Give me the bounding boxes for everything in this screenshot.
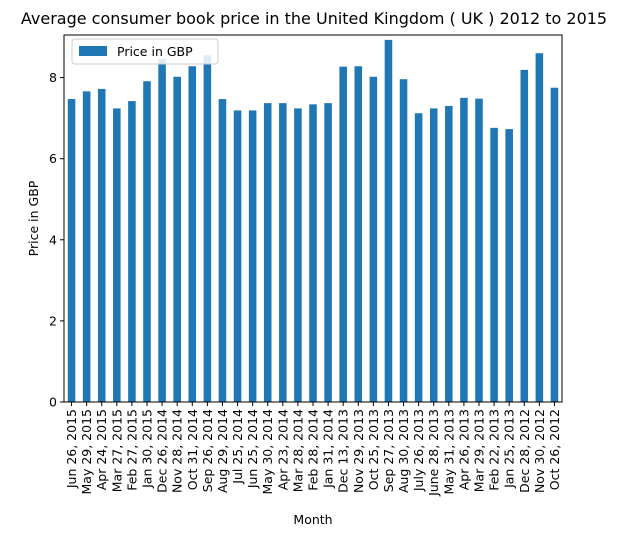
bar-22	[399, 79, 408, 402]
bar-24	[429, 108, 438, 403]
x-tick-label: Feb 27, 2015	[124, 409, 139, 491]
bar-7	[173, 76, 181, 403]
bar-31	[535, 53, 544, 402]
x-tick-label: Nov 29, 2013	[351, 409, 366, 493]
x-tick-label: Mar 28, 2014	[290, 409, 305, 492]
bar-10	[218, 99, 227, 402]
bar-27	[475, 98, 483, 403]
x-tick-label: Jan 31, 2014	[321, 409, 336, 489]
x-tick-label: Oct 31, 2014	[185, 409, 200, 490]
y-tick-label: 2	[49, 313, 57, 328]
x-axis-label: Month	[293, 512, 332, 527]
bar-17	[324, 103, 332, 402]
x-tick-label: June 28, 2013	[426, 409, 441, 497]
bar-32	[550, 87, 559, 402]
bar-30	[520, 69, 529, 402]
y-axis-ticks: 0 2 4 6 8	[49, 70, 64, 410]
bar-14	[279, 103, 287, 402]
bar-25	[445, 105, 453, 402]
bar-9	[203, 55, 212, 402]
bar-20	[369, 76, 378, 403]
bars-group	[67, 39, 559, 403]
x-tick-label: July 26, 2013	[411, 409, 426, 492]
y-axis-label: Price in GBP	[26, 180, 41, 256]
x-tick-label: Feb 28, 2014	[306, 409, 321, 491]
bar-13	[263, 103, 272, 402]
x-tick-label: Mar 29, 2013	[472, 409, 487, 492]
x-tick-label: Oct 25, 2013	[366, 409, 381, 490]
y-tick-label: 0	[49, 395, 57, 410]
bar-8	[188, 66, 197, 402]
x-tick-label: May 30, 2014	[260, 409, 275, 495]
bar-4	[128, 101, 136, 402]
x-tick-label: Apr 26, 2013	[456, 409, 471, 490]
bar-5	[143, 81, 151, 402]
bar-28	[490, 127, 498, 403]
bar-0	[67, 99, 76, 402]
x-tick-label: May 31, 2013	[441, 409, 456, 494]
bar-26	[460, 97, 468, 403]
x-tick-label: Jan 30, 2015	[140, 409, 155, 489]
y-tick-label: 6	[49, 151, 57, 166]
bar-3	[113, 108, 121, 403]
x-tick-label: Jun 25, 2014	[245, 409, 260, 489]
x-tick-label: Jan 25, 2013	[502, 409, 517, 489]
chart-title: Average consumer book price in the Unite…	[21, 9, 607, 28]
legend: Price in GBP	[71, 38, 219, 65]
x-tick-label: Dec 28, 2012	[517, 409, 532, 493]
x-tick-label: Jul 25, 2014	[230, 409, 245, 485]
bar-12	[248, 110, 257, 403]
bar-21	[384, 39, 393, 403]
bar-19	[354, 66, 363, 402]
x-tick-label: Apr 24, 2015	[94, 409, 109, 490]
bar-11	[233, 110, 242, 403]
x-tick-label: Sep 27, 2013	[381, 409, 396, 492]
x-tick-label: Feb 22, 2013	[487, 409, 502, 491]
bar-16	[309, 104, 317, 402]
bar-6	[158, 58, 166, 403]
plot-frame	[63, 34, 563, 403]
x-axis-ticks: Jun 26, 2015 May 29, 2015 Apr 24, 2015 Mar …	[64, 402, 562, 497]
y-tick-label: 4	[49, 232, 57, 247]
bar-1	[82, 91, 91, 403]
x-tick-label: Oct 26, 2012	[547, 409, 562, 490]
bar-18	[339, 66, 347, 402]
x-tick-label: Nov 28, 2014	[170, 409, 185, 493]
bar-23	[414, 113, 423, 403]
x-tick-label: Aug 30, 2013	[396, 409, 411, 493]
x-tick-label: Dec 26, 2014	[155, 409, 170, 493]
x-tick-label: May 29, 2015	[79, 409, 94, 494]
bar-2	[97, 88, 106, 403]
x-tick-label: Mar 27, 2015	[109, 409, 124, 492]
x-tick-label: Aug 29, 2014	[215, 409, 230, 493]
bar-29	[505, 129, 513, 402]
x-tick-label: Dec 13, 2013	[336, 409, 351, 493]
x-tick-label: Apr 23, 2014	[275, 409, 290, 490]
x-tick-label: Nov 30, 2012	[532, 409, 547, 493]
legend-entry-price-in-gbp: Price in GBP	[117, 44, 193, 59]
legend-swatch	[79, 46, 107, 56]
x-tick-label: Sep 26, 2014	[200, 409, 215, 492]
legend-box	[71, 38, 219, 65]
x-tick-label: Jun 26, 2015	[64, 409, 79, 489]
y-tick-label: 8	[49, 70, 57, 85]
bar-15	[294, 108, 302, 403]
